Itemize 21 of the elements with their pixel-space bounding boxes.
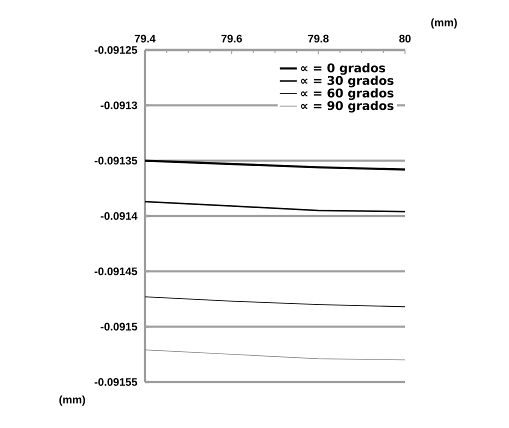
y-tick-label: -0.0913	[100, 101, 138, 110]
y-tick-label: -0.09155	[94, 378, 138, 386]
legend-label: ∝ = 30 grados	[301, 76, 394, 88]
y-tick-label: -0.09145	[94, 267, 138, 276]
line-series	[144, 200, 406, 212]
y-tick-label: -0.09135	[94, 156, 138, 165]
x-tick-label: 80	[399, 34, 411, 42]
y-tick-label: -0.0915	[100, 322, 138, 331]
line-series	[144, 350, 406, 360]
y-tick-label: -0.09125	[94, 46, 138, 54]
y-tick-label: -0.0914	[100, 212, 138, 220]
line-series	[144, 296, 406, 308]
legend-label: ∝ = 60 grados	[301, 88, 394, 100]
x-tick-label: 79.4	[134, 34, 156, 42]
x-tick-label: 79.8	[308, 34, 329, 42]
legend-label: ∝ = 90 grados	[301, 100, 394, 113]
x-axis-title: (mm)	[431, 18, 457, 29]
y-axis-title: (mm)	[59, 395, 86, 406]
x-tick-label: 79.6	[221, 34, 242, 42]
line-series	[144, 160, 406, 171]
legend-label: ∝ = 0 grados	[301, 63, 386, 75]
